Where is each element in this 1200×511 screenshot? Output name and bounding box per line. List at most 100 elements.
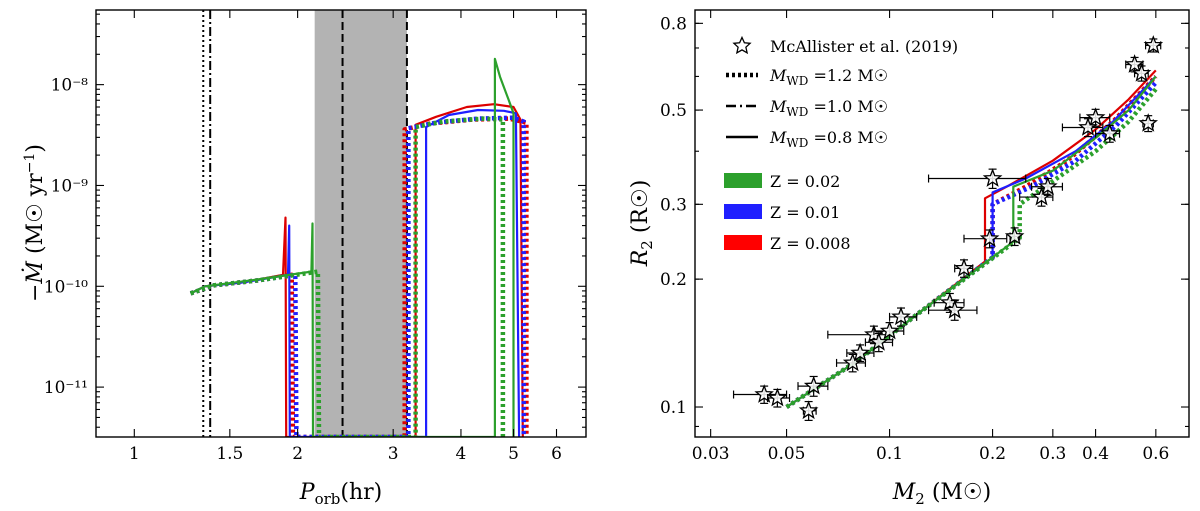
observation-point: [888, 306, 918, 327]
legend-entry-z001: Z = 0.01: [724, 203, 840, 222]
star-marker: [891, 306, 911, 326]
star-marker: [954, 258, 974, 277]
observation-point: [927, 299, 978, 321]
star-marker: [1099, 123, 1120, 143]
star-marker: [1124, 54, 1145, 73]
y-tick-label: 0.8: [660, 14, 687, 34]
y-tick-label: 0.3: [660, 195, 687, 215]
x-tick-label: 0.3: [1039, 444, 1066, 464]
legend-label-z0008: Z = 0.008: [770, 234, 851, 253]
legend-patch-blue: [724, 204, 762, 219]
observation-point: [1138, 113, 1159, 133]
legend-label-wd10: MWD =1.0 M☉: [769, 97, 888, 119]
observation-point: [1004, 226, 1025, 247]
right-xlabel: M2 (M☉): [892, 480, 992, 508]
star-marker: [979, 228, 1000, 248]
y-tick-label: 10⁻¹⁰: [44, 277, 88, 297]
series-line-z002-wd12: [189, 116, 506, 437]
observation-point: [846, 342, 875, 363]
x-tick-label: 5: [508, 444, 519, 464]
legend: McAllister et al. (2019) MWD =1.2 M☉ MWD…: [724, 35, 958, 253]
legend-entry-mcallister: McAllister et al. (2019): [732, 35, 958, 56]
y-tick-label: 0.5: [660, 101, 687, 121]
y-tick-label: 0.2: [660, 270, 687, 290]
star-marker: [939, 292, 960, 312]
observation-point: [766, 387, 791, 408]
star-marker: [1004, 226, 1025, 245]
observation-point: [798, 400, 819, 422]
legend-entry-wd12: MWD =1.2 M☉: [726, 66, 888, 88]
observation-point: [1061, 117, 1104, 138]
period-gap-band: [314, 10, 407, 437]
observation-point: [954, 258, 974, 278]
observation-point: [963, 228, 1008, 249]
legend-entry-z002: Z = 0.02: [724, 172, 840, 191]
legend-label-z002: Z = 0.02: [770, 172, 840, 191]
star-marker: [1143, 35, 1164, 54]
x-tick-label: 0.6: [1142, 444, 1169, 464]
left-xlabel: Porb(hr): [299, 480, 383, 508]
observations: [732, 35, 1164, 422]
star-marker: [944, 299, 965, 319]
legend-patch-red: [724, 235, 762, 250]
legend-star-marker: [732, 35, 752, 55]
left-ylabel: −Ṁ (M☉ yr−1): [21, 144, 48, 302]
legend-label-wd12: MWD =1.2 M☉: [769, 66, 888, 88]
legend-label-wd08: MWD =0.8 M☉: [769, 128, 888, 150]
star-marker: [798, 400, 819, 420]
observation-point: [1079, 107, 1111, 127]
star-marker: [1085, 107, 1106, 126]
right-axis-ticks: 0.03 0.05 0.1 0.2 0.3 0.4 0.6 0.1 0.2 0.3 0.5 0.8: [660, 10, 1189, 464]
observation-point: [835, 352, 867, 373]
star-marker: [1037, 176, 1058, 196]
shaded-band: [314, 10, 407, 437]
observation-point: [1131, 63, 1152, 82]
star-marker: [1138, 113, 1159, 132]
observation-point: [797, 375, 829, 397]
star-marker: [754, 384, 774, 403]
x-tick-label: 0.03: [692, 444, 730, 464]
y-tick-label: 10⁻⁹: [51, 176, 89, 196]
x-tick-label: 0.4: [1082, 444, 1109, 464]
left-plot-frame: [95, 9, 587, 438]
right-panel: 0.03 0.05 0.1 0.2 0.3 0.4 0.6 0.1 0.2 0.3 0.5 0.8 M…: [628, 9, 1190, 508]
star-marker: [879, 320, 900, 340]
legend-label-mcallister: McAllister et al. (2019): [770, 37, 958, 56]
right-ylabel: R2 (R☉): [628, 180, 656, 268]
x-tick-label: 1.5: [216, 444, 243, 464]
x-tick-label: 6: [551, 444, 562, 464]
left-panel: 1 1.5 2 3 4 5 6 10⁻¹¹ 10⁻¹⁰ 10⁻⁹ 10⁻⁸ Porb(hr) −Ṁ …: [21, 9, 587, 508]
y-tick-label: 10⁻¹¹: [44, 378, 88, 398]
x-tick-label: 3: [388, 444, 399, 464]
legend-label-z001: Z = 0.01: [770, 203, 840, 222]
star-marker: [982, 168, 1003, 187]
observation-point: [1094, 123, 1121, 143]
x-tick-label: 0.2: [979, 444, 1006, 464]
star-marker: [1131, 63, 1152, 82]
x-tick-label: 4: [456, 444, 467, 464]
star-marker: [842, 352, 863, 372]
legend-entry-z0008: Z = 0.008: [724, 234, 851, 253]
mass-transfer-series: [189, 57, 529, 437]
observation-point: [1143, 35, 1164, 54]
observation-point: [864, 331, 894, 353]
observation-point: [873, 320, 905, 341]
x-tick-label: 2: [292, 444, 303, 464]
x-tick-label: 1: [129, 444, 140, 464]
observation-point: [1030, 176, 1064, 196]
star-marker: [850, 342, 870, 362]
star-marker: [803, 375, 824, 395]
legend-entry-wd10: MWD =1.0 M☉: [726, 97, 888, 119]
x-tick-label: 0.05: [768, 444, 806, 464]
star-marker: [767, 387, 788, 407]
legend-patch-green: [724, 173, 762, 188]
left-axis-ticks: 1 1.5 2 3 4 5 6 10⁻¹¹ 10⁻¹⁰ 10⁻⁹ 10⁻⁸: [44, 10, 586, 464]
observation-point: [927, 168, 1027, 190]
star-marker: [1078, 117, 1098, 136]
legend-entry-wd08: MWD =0.8 M☉: [726, 128, 888, 150]
y-tick-label: 10⁻⁸: [51, 76, 89, 96]
star-marker: [868, 331, 889, 351]
x-tick-label: 0.1: [876, 444, 903, 464]
right-plot-frame: [694, 9, 1190, 438]
